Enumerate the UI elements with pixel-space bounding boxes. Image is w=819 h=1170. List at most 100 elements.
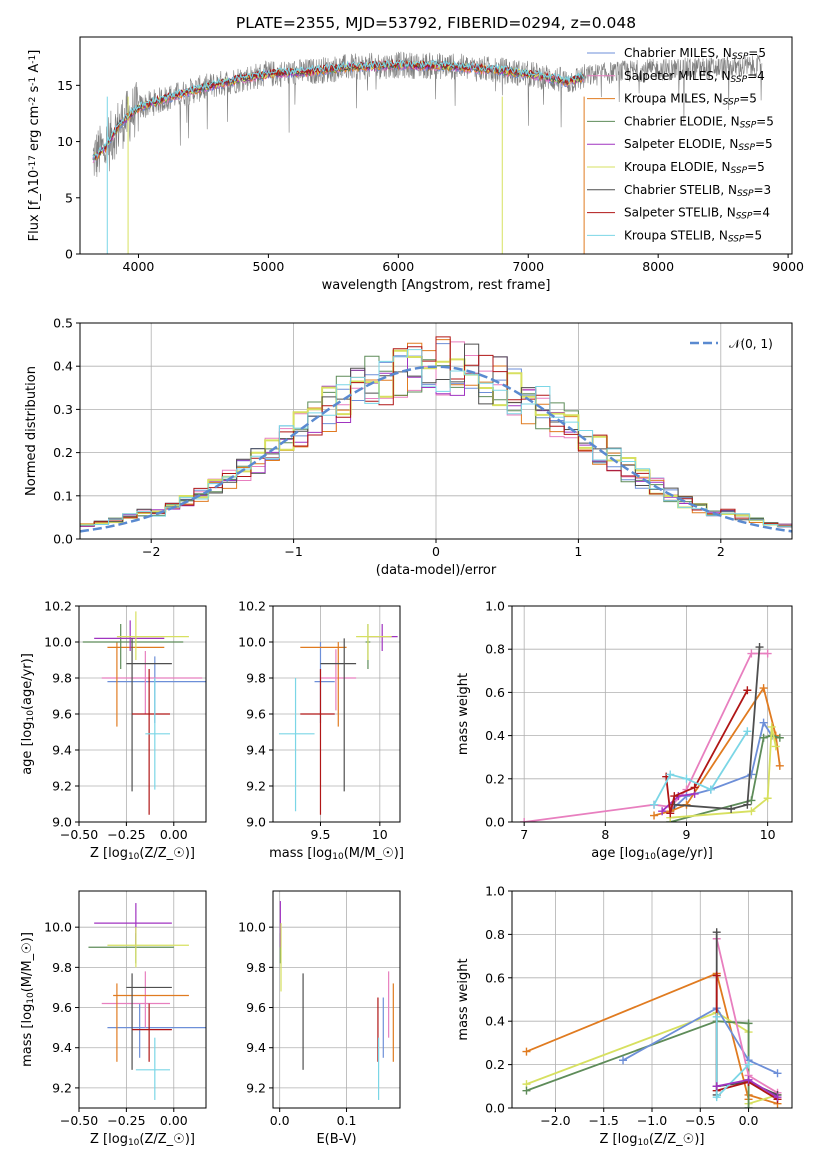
axes-frame [272, 890, 401, 1109]
plot-area-massweight-age [520, 643, 784, 822]
x-tick-label: −0.25 [107, 827, 145, 842]
histogram-step-6 [80, 343, 792, 528]
x-tick-label: −1 [284, 544, 302, 559]
x-tick-label: 0 [432, 544, 440, 559]
x-tick-label: 7 [520, 827, 528, 842]
x-axis-label: Z [log10(Z/Z_☉)] [90, 846, 195, 862]
y-tick-label: 0.0 [53, 532, 73, 547]
x-tick-label: −2.0 [540, 1113, 570, 1128]
y-tick-label: 9.6 [52, 707, 72, 722]
y-tick-label: 0 [65, 247, 73, 262]
series-marker [744, 1019, 753, 1028]
series-marker [712, 1093, 721, 1102]
x-tick-label: 0.00 [160, 1113, 188, 1128]
series-marker [759, 733, 768, 742]
series-marker [744, 1060, 753, 1069]
y-tick-label: 0.4 [53, 359, 73, 374]
x-axis-label: Z [log10(Z/Z_☉)] [90, 1132, 195, 1148]
plot-area-spectrum [92, 51, 763, 254]
x-tick-label: −1.0 [637, 1113, 667, 1128]
series-line-2 [653, 685, 781, 817]
y-tick-label: 10.0 [238, 920, 266, 935]
series-marker [773, 1069, 782, 1078]
x-tick-label: 6000 [382, 259, 414, 274]
series-marker [670, 792, 679, 801]
y-tick-label: 9.2 [246, 779, 266, 794]
legend-label: Salpeter ELODIE, NSSP=5 [624, 137, 773, 153]
y-tick-label: 0.0 [485, 815, 505, 830]
series-marker [706, 785, 715, 794]
y-tick-label: 9.6 [246, 707, 266, 722]
legend-label: Kroupa MILES, NSSP=5 [624, 92, 757, 108]
series-line-3 [622, 1006, 778, 1075]
plot-area-age-Z [82, 611, 206, 815]
y-tick-label: 9.4 [246, 743, 266, 758]
y-tick-label: 0.1 [53, 488, 73, 503]
legend-label: Kroupa STELIB, NSSP=5 [624, 228, 762, 244]
y-tick-label: 0.2 [53, 445, 73, 460]
y-tick-label: 10.0 [44, 920, 72, 935]
x-tick-label: 1 [574, 544, 582, 559]
series-marker [763, 794, 772, 803]
y-tick-label: 9.0 [246, 815, 266, 830]
series-marker [747, 770, 756, 779]
x-tick-label: 4000 [123, 259, 155, 274]
x-tick-label: −0.50 [60, 1113, 98, 1128]
y-tick-label: 9.8 [246, 960, 266, 975]
y-axis-label: Normed distribution [24, 366, 39, 496]
y-tick-label: 10 [57, 134, 73, 149]
axes-residuals: −2 −1 0 1 2 0.0 0.1 0.2 0.3 0.4 0.5 (data-model)/er… [24, 316, 793, 578]
axes-age-mass: 9.5 10 9.0 9.2 9.4 9.6 9.8 10.0 10.2 mass [log10(… [238, 599, 404, 862]
y-tick-label: 5 [65, 190, 73, 205]
series-marker [743, 727, 752, 736]
x-tick-label: 8 [601, 827, 609, 842]
legend-label: Salpeter STELIB, NSSP=4 [624, 206, 770, 222]
series-marker [759, 684, 768, 693]
y-tick-label: 9.2 [246, 1080, 266, 1095]
y-tick-label: 9.2 [52, 1080, 72, 1095]
histogram-step-8 [80, 349, 792, 527]
series-marker [712, 1082, 721, 1091]
y-tick-label: 9.2 [52, 779, 72, 794]
legend-label: 𝒩(0, 1) [729, 337, 773, 351]
y-tick-label: 9.8 [52, 960, 72, 975]
series-marker [743, 800, 752, 809]
series-marker [775, 761, 784, 770]
y-axis-label: age [log10(age/yr)] [20, 653, 36, 775]
x-tick-label: 10 [372, 827, 388, 842]
legend-label: Chabrier MILES, NSSP=5 [624, 46, 766, 62]
axes-frame [78, 890, 207, 1109]
y-tick-label: 0.8 [485, 927, 505, 942]
series-marker [658, 807, 667, 816]
series-marker [755, 643, 764, 652]
series-marker [666, 770, 675, 779]
series-marker [767, 722, 776, 731]
plot-area-residuals [80, 336, 792, 533]
x-tick-label: −0.5 [685, 1113, 715, 1128]
y-tick-label: 9.4 [246, 1040, 266, 1055]
x-axis-label: Z [log10(Z/Z_☉)] [600, 1132, 705, 1148]
data-spectrum-line [92, 51, 763, 177]
y-tick-label: 9.8 [52, 671, 72, 686]
series-marker [743, 686, 752, 695]
x-tick-label: −1.5 [589, 1113, 619, 1128]
y-tick-label: 0.8 [485, 642, 505, 657]
x-tick-label: −0.50 [60, 827, 98, 842]
y-tick-label: 0.5 [53, 316, 73, 331]
y-tick-label: 9.4 [52, 743, 72, 758]
plot-area-massweight-Z [522, 928, 782, 1108]
x-tick-label: 2 [717, 544, 725, 559]
y-axis-label: mass weight [456, 673, 471, 755]
series-marker [775, 733, 784, 742]
y-tick-label: 0.2 [485, 771, 505, 786]
axes-mass-EBV: 0.0 0.1 9.2 9.4 9.6 9.8 10.0 E(B-V) [238, 890, 401, 1147]
y-tick-label: 9.8 [246, 671, 266, 686]
x-tick-label: 9 [683, 827, 691, 842]
series-marker [744, 1075, 753, 1084]
x-axis-label: mass [log10(M/M_☉)] [269, 846, 404, 862]
axes-spectrum: 4000 5000 6000 7000 8000 9000 0 5 10 15 wavelength… [27, 14, 804, 293]
y-tick-label: 9.6 [52, 1000, 72, 1015]
series-line-1 [669, 720, 773, 812]
y-tick-label: 0.4 [485, 1014, 505, 1029]
